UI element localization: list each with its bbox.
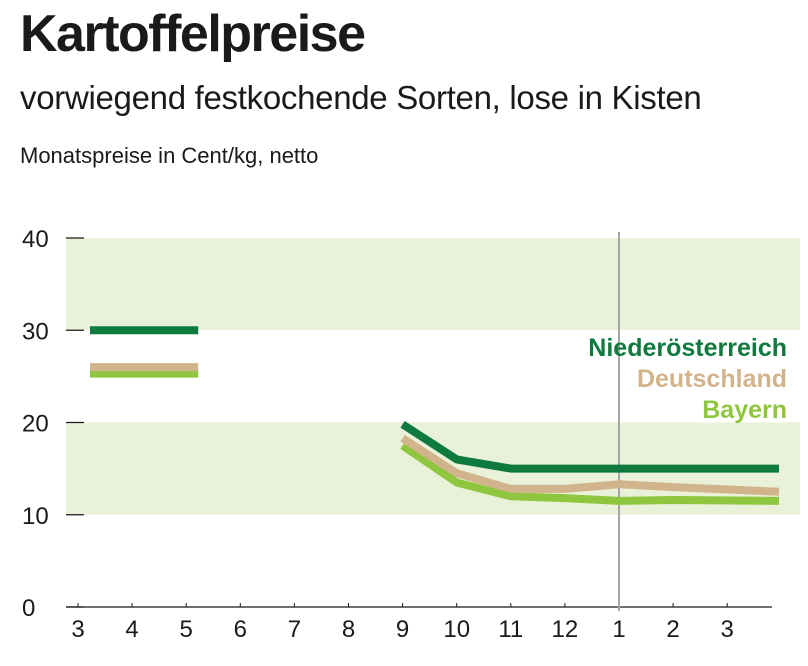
x-tick-label: 11: [498, 616, 523, 643]
x-tick-label: 3: [71, 616, 84, 643]
unit-note: Monatspreise in Cent/kg, netto: [20, 143, 319, 168]
x-tick-label: 10: [443, 616, 470, 643]
legend-label-niederösterreich: Niederösterreich: [588, 334, 787, 362]
x-tick-label: 9: [396, 616, 409, 643]
chart-title: Kartoffelpreise: [20, 5, 366, 63]
y-tick-label: 10: [22, 503, 49, 530]
y-tick-label: 40: [22, 226, 49, 253]
x-tick-label: 4: [125, 616, 138, 643]
legend-label-deutschland: Deutschland: [637, 365, 787, 393]
legend-label-bayern: Bayern: [702, 396, 787, 424]
grid-band: [66, 238, 800, 331]
y-tick-label: 20: [22, 411, 49, 438]
series-line-deutschland: [400, 434, 780, 496]
y-tick-label: 0: [22, 595, 35, 622]
x-tick-label: 5: [180, 616, 193, 643]
x-tick-label: 8: [342, 616, 355, 643]
y-tick-label: 30: [22, 318, 49, 345]
x-tick-label: 1: [612, 616, 625, 643]
series-line-niederösterreich: [400, 420, 779, 473]
x-tick-label: 2: [666, 616, 679, 643]
x-tick-label: 6: [234, 616, 247, 643]
series-line-bayern: [400, 442, 780, 505]
chart-subtitle: vorwiegend festkochende Sorten, lose in …: [20, 79, 702, 116]
x-tick-label: 3: [721, 616, 734, 643]
x-tick-label: 7: [288, 616, 301, 643]
x-tick-label: 12: [552, 616, 579, 643]
